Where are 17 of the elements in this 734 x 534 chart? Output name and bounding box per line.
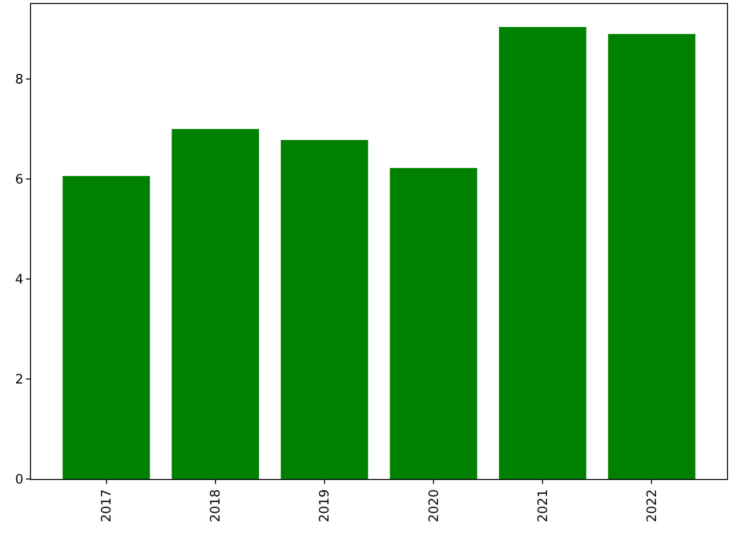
y-tick-label: 0	[15, 472, 24, 488]
x-tick-label: 2022	[644, 489, 660, 522]
x-tick-label: 2020	[426, 489, 442, 522]
x-tick-label: 2021	[536, 489, 551, 522]
y-tick-label: 2	[15, 372, 24, 388]
bar	[608, 34, 696, 479]
bar	[62, 176, 150, 479]
y-tick-label: 6	[15, 172, 24, 188]
x-tick-label: 2019	[318, 489, 333, 522]
bar	[280, 140, 368, 479]
bar	[172, 129, 259, 479]
y-tick-label: 8	[15, 72, 24, 88]
x-tick-label: 2017	[99, 489, 114, 522]
bar	[390, 168, 478, 479]
x-tick-label: 2018	[208, 489, 224, 522]
y-tick-label: 4	[15, 272, 24, 288]
bar	[499, 27, 586, 479]
